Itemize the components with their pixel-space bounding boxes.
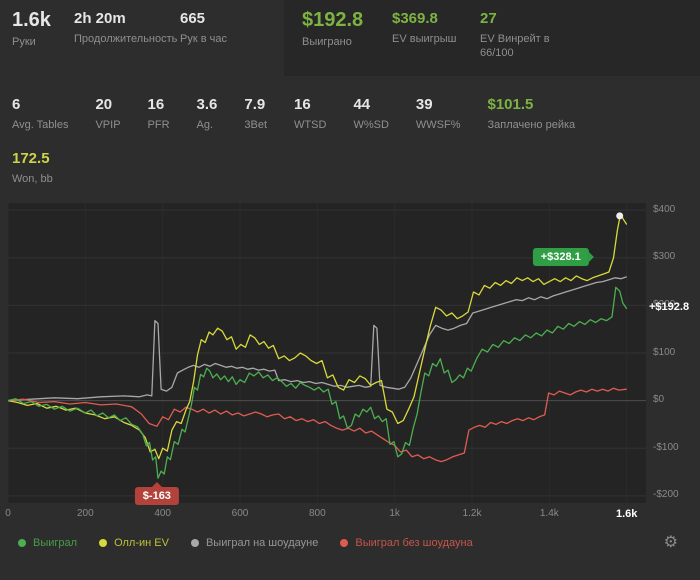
stat-wsd: 44 W%SD	[353, 96, 388, 132]
stat-duration: 2h 20m Продолжительность	[74, 10, 180, 76]
stat-hands-value: 1.6k	[12, 9, 51, 31]
legend-label-won-no-showdown: Выиграл без шоудауна	[355, 536, 473, 549]
x-axis: 0 200 400 600 800 1k 1.2k 1.4k 1.6k	[5, 503, 646, 523]
x-tick-label: 1.4k	[539, 507, 559, 519]
stat-ev-winrate-label: EV Винрейт в 66/100	[480, 33, 550, 60]
stat-wtsd-value: 16	[294, 96, 311, 113]
settings-gear-icon[interactable]: ⚙	[663, 533, 678, 551]
legend-dot-won-no-showdown	[340, 538, 349, 547]
stat-wwsf-label: WWSF%	[415, 119, 461, 131]
y-tick-label: $0	[653, 394, 665, 406]
stat-hands: 1.6k Руки	[12, 10, 74, 76]
legend-item-won[interactable]: Выиграл	[18, 537, 77, 549]
stat-vpip-label: VPIP	[95, 119, 121, 131]
stat-wwsf: 39 WWSF%	[416, 96, 461, 132]
stat-ev-won-label: EV выигрыш	[392, 33, 457, 45]
y-axis: $400 $300 $200 $100 $0 -$100 -$200 +$192.8	[646, 203, 692, 503]
min-value-badge: $-163	[134, 486, 179, 505]
stat-rake-paid-label: Заплачено рейка	[487, 119, 576, 131]
y-tick-label: -$200	[653, 489, 679, 501]
x-tick-label: 800	[308, 507, 326, 519]
stat-wsd-label: W%SD	[353, 119, 389, 131]
legend-dot-won	[18, 538, 26, 547]
x-tick-label: 1.6k	[615, 507, 638, 520]
stat-avg-tables: 6 Avg. Tables	[12, 96, 68, 132]
legend-item-won-showdown[interactable]: Выиграл на шоудауне	[190, 536, 319, 549]
stat-won-bb-value: 172.5	[12, 150, 50, 168]
plot-area[interactable]: $-163 +$328.1	[8, 202, 646, 505]
stat-3bet-value: 7.9	[244, 96, 266, 113]
stat-won-value: $192.8	[302, 9, 364, 31]
stat-3bet-label: 3Bet	[244, 119, 268, 131]
stat-pfr-label: PFR	[147, 119, 170, 131]
y-tick-label: $100	[653, 346, 676, 358]
stat-hands-per-hour-label: Рук в час	[180, 33, 227, 45]
stat-vpip: 20 VPIP	[95, 96, 120, 132]
y-tick-label: $400	[653, 203, 676, 215]
stat-won: $192.8 Выиграно	[302, 10, 392, 76]
stat-ev-won: $369.8 EV выигрыш	[392, 10, 480, 76]
x-tick-label: 600	[231, 507, 249, 519]
stat-vpip-value: 20	[95, 96, 113, 113]
current-value-label: +$192.8	[649, 301, 690, 314]
stat-ag-value: 3.6	[196, 96, 218, 113]
legend-dot-won-showdown	[190, 538, 199, 547]
peak-value-badge: +$328.1	[532, 248, 589, 267]
x-tick-label: 1k	[389, 507, 400, 519]
stat-3bet: 7.9 3Bet	[244, 96, 267, 132]
money-panel: $192.8 Выиграно $369.8 EV выигрыш 27 EV …	[284, 0, 700, 76]
stat-pfr: 16 PFR	[148, 96, 170, 132]
stat-duration-value: 2h 20m	[74, 10, 126, 27]
chart-legend: Выиграл Олл-ин EV Выиграл на шоудауне Вы…	[8, 523, 692, 551]
x-tick-label: 400	[154, 507, 171, 519]
legend-label-won-showdown: Выиграл на шоудауне	[205, 536, 319, 549]
stat-wtsd: 16 WTSD	[294, 96, 326, 132]
stat-duration-label: Продолжительность	[74, 33, 178, 45]
header-stats-row-1: 1.6k Руки 2h 20m Продолжительность 665 Р…	[0, 0, 700, 76]
stat-ev-winrate-value: 27	[480, 10, 497, 27]
stat-wsd-value: 44	[353, 96, 371, 113]
stat-pfr-value: 16	[147, 96, 165, 113]
legend-item-won-no-showdown[interactable]: Выиграл без шоудауна	[340, 536, 473, 549]
header-stats-row-3: 172.5 Won, bb	[0, 150, 700, 186]
stat-hands-label: Руки	[12, 36, 36, 48]
y-tick-label: $300	[653, 251, 676, 263]
x-tick-label: 200	[76, 507, 94, 519]
stat-wwsf-value: 39	[415, 96, 433, 113]
x-tick-label: 0	[5, 507, 11, 519]
stat-wtsd-label: WTSD	[294, 119, 327, 131]
y-tick-label: $200	[653, 298, 676, 310]
x-tick-label: 1.2k	[462, 507, 482, 519]
stat-won-bb: 172.5 Won, bb	[12, 150, 688, 186]
stat-ev-winrate: 27 EV Винрейт в 66/100	[480, 10, 582, 76]
legend-item-allin-ev[interactable]: Олл-ин EV	[99, 537, 169, 549]
header-stats-row-2: 6 Avg. Tables 20 VPIP 16 PFR 3.6 Ag. 7.9…	[0, 96, 700, 132]
stat-avg-tables-value: 6	[12, 96, 21, 113]
stat-ag: 3.6 Ag.	[197, 96, 218, 132]
stat-hands-per-hour-value: 665	[180, 10, 206, 27]
legend-label-won: Выиграл	[33, 536, 78, 549]
y-tick-label: -$100	[653, 441, 679, 453]
stat-hands-per-hour: 665 Рук в час	[180, 10, 284, 76]
stat-won-label: Выиграно	[302, 36, 352, 48]
stat-avg-tables-label: Avg. Tables	[12, 119, 69, 131]
winnings-chart: $-163 +$328.1 $400 $300 $200 $100 $0 -$100 -$20…	[5, 202, 692, 551]
stat-ev-won-value: $369.8	[392, 10, 438, 27]
stat-ag-label: Ag.	[196, 119, 214, 131]
legend-dot-allin-ev	[99, 538, 108, 547]
stat-won-bb-label: Won, bb	[12, 173, 53, 186]
stat-rake-paid-value: $101.5	[487, 96, 534, 113]
stat-rake-paid: $101.5 Заплачено рейка	[488, 96, 576, 132]
legend-label-allin-ev: Олл-ин EV	[114, 536, 169, 549]
